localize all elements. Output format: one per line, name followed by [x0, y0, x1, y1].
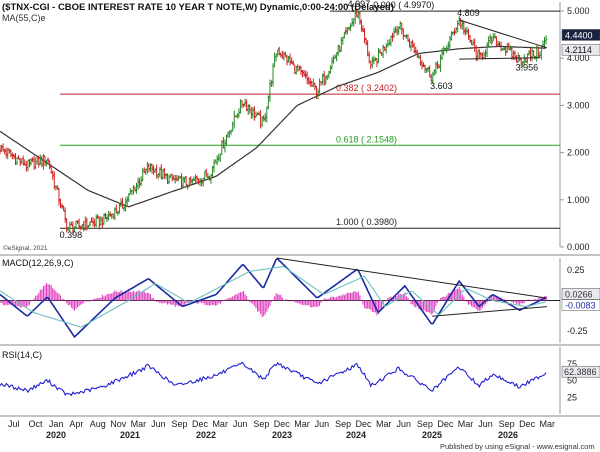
- month-label: Sep: [499, 419, 515, 429]
- price-annotation: 0.000 ( 4.9970): [373, 0, 434, 10]
- month-label: Apr: [69, 419, 83, 429]
- macd-trendline: [276, 257, 547, 299]
- macd-panel: MACD(12,26,9,C)0.250-0.250.0266-0.0083: [0, 257, 600, 346]
- fib-label: 0.618 ( 2.1548): [336, 134, 397, 144]
- macd-tag-label: 0.0266: [565, 289, 593, 299]
- year-label: 2024: [346, 430, 366, 440]
- rsi-panel: RSI(14,C) 75 50 25 62.3886: [0, 347, 600, 414]
- macd-tick-label: 0.25: [567, 265, 585, 275]
- price-tick-label: 3.000: [567, 100, 590, 110]
- price-tick-label: 4.000: [567, 53, 590, 63]
- macd-tick-label: -0.25: [567, 326, 588, 336]
- macd-tag-box: [561, 299, 600, 311]
- price-tag-box: [561, 43, 600, 56]
- fib-label: 0.382 ( 3.2402): [336, 83, 397, 93]
- month-label: Mar: [458, 419, 474, 429]
- month-label: Jun: [233, 419, 248, 429]
- month-label: Jan: [49, 419, 64, 429]
- month-label: Oct: [28, 419, 43, 429]
- month-label: Aug: [90, 419, 106, 429]
- price-annotation: 3.603: [430, 81, 453, 91]
- rsi-title: RSI(14,C): [2, 350, 42, 360]
- month-label: Jun: [315, 419, 330, 429]
- macd-signal-line: [0, 266, 547, 328]
- watermark: ©eSignal, 2021: [3, 244, 48, 252]
- rsi-tick-label: 25: [567, 392, 577, 402]
- month-label: Jun: [396, 419, 411, 429]
- macd-tag-label: -0.0083: [565, 301, 596, 311]
- price-trendline-upper: [459, 19, 548, 49]
- year-label: 2021: [120, 430, 140, 440]
- month-label: Sep: [417, 419, 433, 429]
- month-label: Sep: [335, 419, 351, 429]
- ma-label: MA(55,C)e: [2, 13, 46, 23]
- price-annotation: 3.956: [516, 62, 539, 72]
- month-label: Mar: [376, 419, 392, 429]
- price-panel: 0.000 1.000 2.000 3.000 4.000 5.000 0.382 ( 3.…: [0, 0, 600, 256]
- year-label: 2026: [498, 430, 518, 440]
- year-label: 2020: [46, 430, 66, 440]
- candles: [0, 8, 548, 236]
- price-annotation: 0.398: [60, 230, 83, 240]
- price-annotation: 4.997: [348, 0, 371, 9]
- rsi-line: [0, 361, 547, 397]
- rsi-tag-box: [561, 365, 600, 378]
- price-tag-box: [561, 29, 600, 41]
- macd-title: MACD(12,26,9,C): [2, 258, 74, 268]
- price-tick-label: 1.000: [567, 195, 590, 205]
- month-label: Jun: [478, 419, 493, 429]
- chart-title: ($TNX-CGI - CBOE INTEREST RATE 10 YEAR T…: [2, 2, 394, 13]
- price-tick-label: 0.000: [567, 242, 590, 252]
- month-label: Dec: [356, 419, 373, 429]
- price-tag-label: 4.4400: [565, 30, 593, 40]
- month-label: Dec: [274, 419, 291, 429]
- price-tick-label: 5.000: [567, 6, 590, 16]
- time-axis: Jul Oct Jan Apr Aug Nov Mar Jun Sep Dec Mar Jun Sep D…: [0, 415, 600, 440]
- month-label: Sep: [172, 419, 188, 429]
- month-label: Sep: [253, 419, 269, 429]
- ma-line: [0, 45, 547, 208]
- month-label: Dec: [192, 419, 209, 429]
- month-label: Jul: [8, 419, 20, 429]
- year-label: 2023: [272, 430, 292, 440]
- month-label: Mar: [294, 419, 310, 429]
- year-label: 2025: [422, 430, 442, 440]
- price-annotation: 4.809: [457, 8, 480, 18]
- year-label: 2022: [196, 430, 216, 440]
- month-label: Mar: [540, 419, 556, 429]
- rsi-tick-label: 75: [567, 359, 577, 369]
- month-label: Mar: [212, 419, 228, 429]
- month-label: Dec: [437, 419, 454, 429]
- footer-text: Published by using eSignal - www.esignal…: [440, 442, 595, 451]
- macd-trendline: [432, 306, 547, 317]
- rsi-tag-label: 62.3886: [564, 367, 597, 377]
- price-tag-label: 4.2114: [565, 45, 592, 55]
- month-label: Nov: [110, 419, 127, 429]
- price-tick-label: 2.000: [567, 148, 590, 158]
- fib-label: 1.000 ( 0.3980): [336, 217, 397, 227]
- price-trendline-lower: [459, 57, 541, 60]
- rsi-tick-label: 50: [567, 376, 577, 386]
- month-label: Jun: [151, 419, 166, 429]
- month-label: Mar: [131, 419, 147, 429]
- month-label: Dec: [519, 419, 536, 429]
